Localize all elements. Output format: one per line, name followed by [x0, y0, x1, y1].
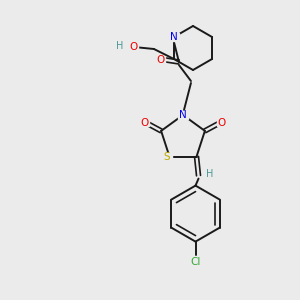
- Bar: [163, 153, 172, 160]
- Bar: [119, 44, 125, 50]
- Text: O: O: [140, 118, 148, 128]
- Text: N: N: [179, 110, 187, 120]
- Bar: [206, 170, 214, 177]
- Bar: [130, 44, 138, 50]
- Bar: [188, 258, 203, 266]
- Text: S: S: [163, 152, 170, 162]
- Bar: [140, 119, 148, 126]
- Text: N: N: [170, 32, 178, 42]
- Text: O: O: [218, 118, 226, 128]
- Text: H: H: [116, 41, 124, 51]
- Text: Cl: Cl: [190, 256, 201, 267]
- Bar: [156, 56, 165, 64]
- Bar: [218, 119, 226, 126]
- Text: O: O: [157, 55, 165, 65]
- Text: H: H: [206, 169, 213, 178]
- Text: O: O: [130, 42, 138, 52]
- Bar: [178, 111, 188, 119]
- Bar: [169, 33, 179, 41]
